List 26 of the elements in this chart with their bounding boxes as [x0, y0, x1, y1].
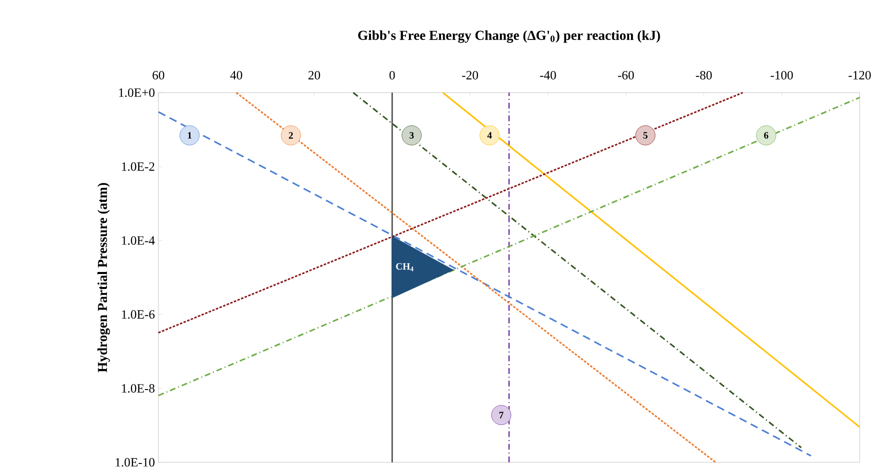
x-tick-label: -100	[770, 70, 793, 80]
y-tick-label: 1.0E+0	[119, 88, 154, 97]
annotation: 2	[288, 132, 293, 139]
x-tick-label: -60	[618, 70, 634, 80]
annotation: 4	[487, 132, 492, 138]
y-tick-label: 1.0E-4	[122, 236, 155, 245]
annotation: 1	[188, 132, 192, 138]
series-label: CH$_{4}$	[396, 263, 414, 272]
x-tick-label: 60	[152, 70, 164, 80]
x-tick-label: -20	[462, 70, 478, 80]
y-tick-label: 1.0E-8	[122, 384, 154, 393]
annotation: 6	[764, 132, 768, 139]
annotation: 5	[643, 132, 648, 139]
x-tick-label: 40	[230, 70, 242, 80]
y-tick-label: 1.0E-6	[122, 310, 155, 319]
x-tick-label: -120	[848, 70, 871, 80]
x-tick-label: -40	[540, 70, 556, 80]
x-tick-label: -80	[696, 70, 712, 80]
y-axis-title: Hydrogen Partial Pressure (atm)	[97, 183, 110, 372]
y-tick-label: 1.0E-10	[116, 458, 154, 467]
x-tick-label: 20	[308, 70, 320, 80]
x-axis-title: Gibb's Free Energy Change (ΔG'$_{0}$) per reaction (kJ)	[358, 30, 660, 43]
annotation: 7	[499, 412, 504, 418]
y-tick-label: 1.0E-2	[122, 162, 154, 171]
annotation: 3	[410, 132, 414, 139]
x-tick-label: 0	[389, 70, 395, 80]
